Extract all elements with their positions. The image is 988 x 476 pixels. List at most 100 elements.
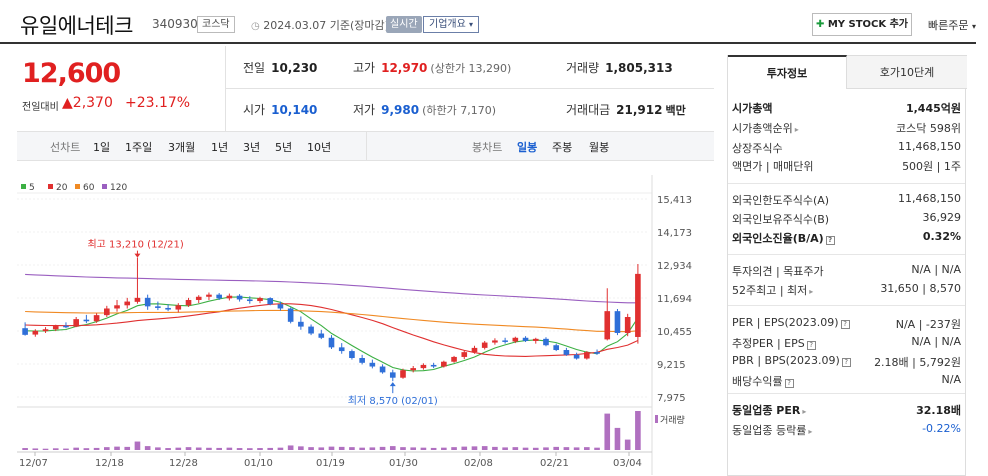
help-icon[interactable]: ? [841,358,851,367]
candle-body [594,352,600,354]
period-1d[interactable]: 1일 [93,141,111,154]
period-1w[interactable]: 1주일 [125,141,153,154]
price-chart[interactable]: 5 20 60 120 15,413 14,173 12,934 11,694 10,455 9… [17,175,714,476]
volume-bar [246,448,253,450]
candle-body [492,340,498,343]
clock-icon: ◷ [251,21,260,32]
period-daily[interactable]: 일봉 [517,141,538,154]
info-row-value: 0.32% [922,230,961,243]
period-weekly[interactable]: 주봉 [552,141,573,154]
candle-body [400,370,406,378]
info-row-value: 31,650 | 8,570 [880,282,961,295]
moving-average-lines [25,273,639,372]
open-price: 시가 10,140 [243,101,317,118]
y-axis: 15,413 14,173 12,934 11,694 10,455 9,215 7,975 [657,195,692,404]
quick-order-button[interactable]: 빠른주문 ▾ [928,17,976,33]
volume-bar [114,446,120,450]
info-row-label: 52주최고 | 최저 ▸ [732,284,814,297]
period-3m[interactable]: 3개월 [168,141,196,154]
volume-bar [441,447,447,450]
info-row-label: 상장주식수 [732,142,783,155]
info-row: 추정PER | EPS? N/A | N/A [732,335,961,353]
date-value: 2024.03.07 [263,19,327,32]
legend-label: 5 [29,183,35,193]
candle-chart-label: 봉차트 [472,141,503,154]
volume-bar [349,447,355,450]
help-icon[interactable]: ? [825,236,835,245]
candle-body [257,298,263,302]
add-my-stock-button[interactable]: ✚ MY STOCK 추가 [812,13,912,36]
tab-investment-info[interactable]: 투자정보 [728,55,847,89]
volume-legend-swatch [655,415,658,423]
volume-bar [410,447,417,450]
info-row-label: 외국인한도주식수(A) [732,194,830,207]
y-tick-label: 11,694 [657,294,692,305]
volume-bar [379,446,386,450]
legend-label: 60 [83,183,95,193]
tab-orderbook[interactable]: 호가10단계 [847,55,967,89]
x-tick-label: 12/28 [169,458,198,469]
info-row: 외국인소진율(B/A)? 0.32% [732,230,961,248]
help-icon[interactable]: ? [840,320,850,329]
volume-bar [124,446,131,450]
y-tick-label: 9,215 [657,360,686,371]
candle-body [216,294,222,299]
candle-body [155,306,161,308]
info-row: 동일업종 등락률 ▸ -0.22% [732,422,961,440]
volume-bar [604,413,611,450]
amount-unit: 백만 [665,104,686,117]
caret-right-icon[interactable]: ▸ [794,125,799,134]
help-icon[interactable]: ? [784,379,794,388]
volume-bar [287,445,294,450]
volume-bar [532,447,539,450]
stock-code: 340930 [152,17,198,31]
info-row: 투자의견 | 목표주가 N/A | N/A [732,263,961,281]
company-overview-label: 기업개요 [429,19,466,30]
candle-body [22,328,28,335]
period-5y[interactable]: 5년 [275,141,293,154]
info-row-label: PBR | BPS(2023.09)? [732,354,851,367]
candle-body [63,325,69,328]
caret-right-icon[interactable]: ▸ [802,407,807,416]
volume-bar [543,447,549,450]
period-3y[interactable]: 3년 [243,141,261,154]
info-row-label: 배당수익률? [732,373,794,389]
volume: 거래량 1,805,313 [566,59,673,76]
volume-bar [32,448,39,450]
caret-right-icon[interactable]: ▸ [808,427,813,436]
period-1y[interactable]: 1년 [211,141,229,154]
info-row-label: 동일업종 등락률 ▸ [732,424,813,437]
info-row: 시가총액순위 ▸ 코스닥 598위 [732,120,961,138]
volume-bar [328,446,335,450]
chart-annotations: 최고 13,210 (12/21) 최저 8,570 (02/01) [87,239,437,408]
candle-body [236,295,243,300]
info-row-value: N/A | N/A [911,263,961,276]
period-monthly[interactable]: 월봉 [589,141,610,154]
candle-body [83,319,90,322]
candle-body [369,362,376,367]
low-price: 저가 9,980 (하한가 7,170) [353,101,496,118]
ma-line-60 [25,309,638,333]
arrow-down-icon [134,253,141,258]
candle-body [298,321,304,327]
info-row-value: 코스닥 598위 [896,122,961,135]
volume-bar [471,446,478,450]
volume-bar [338,446,345,450]
date-suffix: 기준(장마감) [329,19,389,32]
prev-close: 전일 10,230 [243,59,317,76]
divider [728,254,965,255]
period-10y[interactable]: 10년 [307,141,332,154]
caret-right-icon[interactable]: ▸ [809,287,814,296]
candle-body [410,368,417,371]
ma-line-120 [25,273,638,304]
low-label: 저가 [353,103,376,117]
legend-swatch [75,184,80,189]
volume-bar [481,446,488,450]
company-overview-dropdown[interactable]: 기업개요 ▾ [423,16,480,33]
info-row-value: 32.18배 [916,404,961,417]
x-tick-label: 02/08 [464,458,493,469]
candle-body [318,333,325,338]
high-label: 고가 [353,61,376,75]
help-icon[interactable]: ? [806,341,816,350]
realtime-badge[interactable]: 실시간 [386,16,422,33]
